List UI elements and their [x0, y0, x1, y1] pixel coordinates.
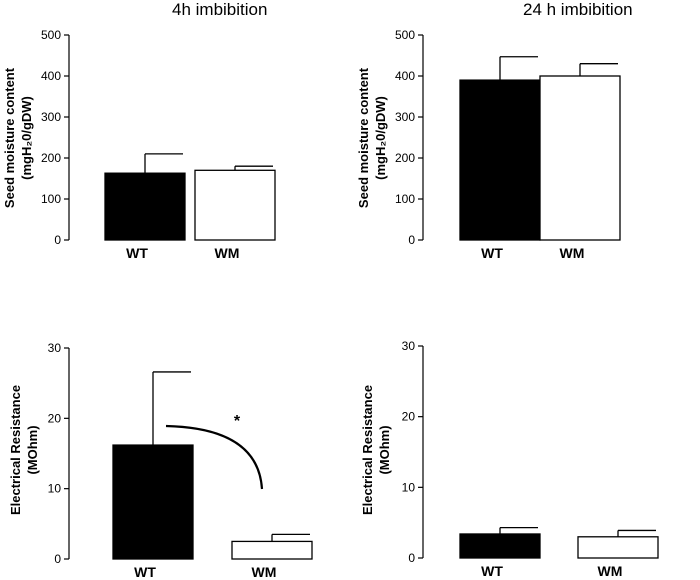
- category-label-wt: WT: [126, 245, 148, 261]
- y-axis-label: Seed moisture content (mgH₂0/gDW): [2, 67, 34, 208]
- y-tick-label: 30: [48, 341, 62, 355]
- y-tick-label: 200: [395, 151, 415, 165]
- bar-wt: [459, 533, 541, 559]
- y-axis-label-line: (mgH₂0/gDW): [373, 96, 388, 180]
- y-tick-label: 100: [395, 192, 415, 206]
- panel-3: 0 10 20 30 WT WM Electrical Resistance (MOhm) *: [8, 341, 313, 580]
- y-axis-label-line: Electrical Resistance: [8, 385, 23, 515]
- y-tick-label: 200: [41, 151, 61, 165]
- bar-wt: [459, 79, 541, 241]
- bar-wm: [231, 540, 313, 560]
- y-tick-label: 500: [395, 28, 415, 42]
- bar-wt: [104, 172, 186, 241]
- significance-arc: [165, 424, 264, 490]
- significance-marker: *: [234, 413, 241, 430]
- bar-wm: [194, 169, 276, 241]
- column-title-24h: 24 h imbibition: [523, 0, 633, 19]
- y-tick-label: 400: [41, 69, 61, 83]
- y-tick-label: 30: [402, 339, 416, 353]
- y-tick-label: 0: [408, 551, 415, 565]
- bar-wm: [577, 536, 659, 559]
- y-tick-label: 20: [402, 410, 416, 424]
- y-tick-label: 400: [395, 69, 415, 83]
- y-axis-label: Electrical Resistance (MOhm): [360, 385, 392, 515]
- panel-4: 0 10 20 30 WT WM Electrical Resistance (MOhm): [360, 339, 659, 579]
- y-axis-label-line: Electrical Resistance: [360, 385, 375, 515]
- category-label-wm: WM: [598, 563, 623, 579]
- category-label-wm: WM: [560, 245, 585, 261]
- panel-2: 0 100 200 300 400 500 WT WM Seed moisture conten…: [356, 28, 621, 261]
- y-tick-label: 500: [41, 28, 61, 42]
- y-axis-label: Seed moisture content (mgH₂0/gDW): [356, 67, 388, 208]
- y-tick-label: 300: [395, 110, 415, 124]
- y-tick-label: 0: [408, 233, 415, 247]
- category-label-wt: WT: [481, 245, 503, 261]
- bar-wt: [112, 444, 194, 560]
- y-tick-label: 10: [402, 480, 416, 494]
- y-axis-label-line: (MOhm): [377, 425, 392, 474]
- y-tick-label: 0: [54, 552, 61, 566]
- category-label-wt: WT: [134, 564, 156, 580]
- y-tick-label: 300: [41, 110, 61, 124]
- y-tick-label: 100: [41, 192, 61, 206]
- y-tick-label: 20: [48, 411, 62, 425]
- panel-1: 0 100 200 300 400 500 WT WM Seed moisture conten…: [2, 28, 276, 261]
- category-label-wt: WT: [481, 563, 503, 579]
- column-title-4h: 4h imbibition: [172, 0, 268, 19]
- y-axis-label-line: Seed moisture content: [2, 67, 17, 208]
- y-tick-label: 10: [48, 482, 62, 496]
- y-axis-label-line: (mgH₂0/gDW): [19, 96, 34, 180]
- category-label-wm: WM: [252, 564, 277, 580]
- bar-wm: [539, 75, 621, 241]
- y-axis-label-line: Seed moisture content: [356, 67, 371, 208]
- y-axis-label-line: (MOhm): [25, 425, 40, 474]
- category-label-wm: WM: [215, 245, 240, 261]
- y-tick-label: 0: [54, 233, 61, 247]
- y-axis-label: Electrical Resistance (MOhm): [8, 385, 40, 515]
